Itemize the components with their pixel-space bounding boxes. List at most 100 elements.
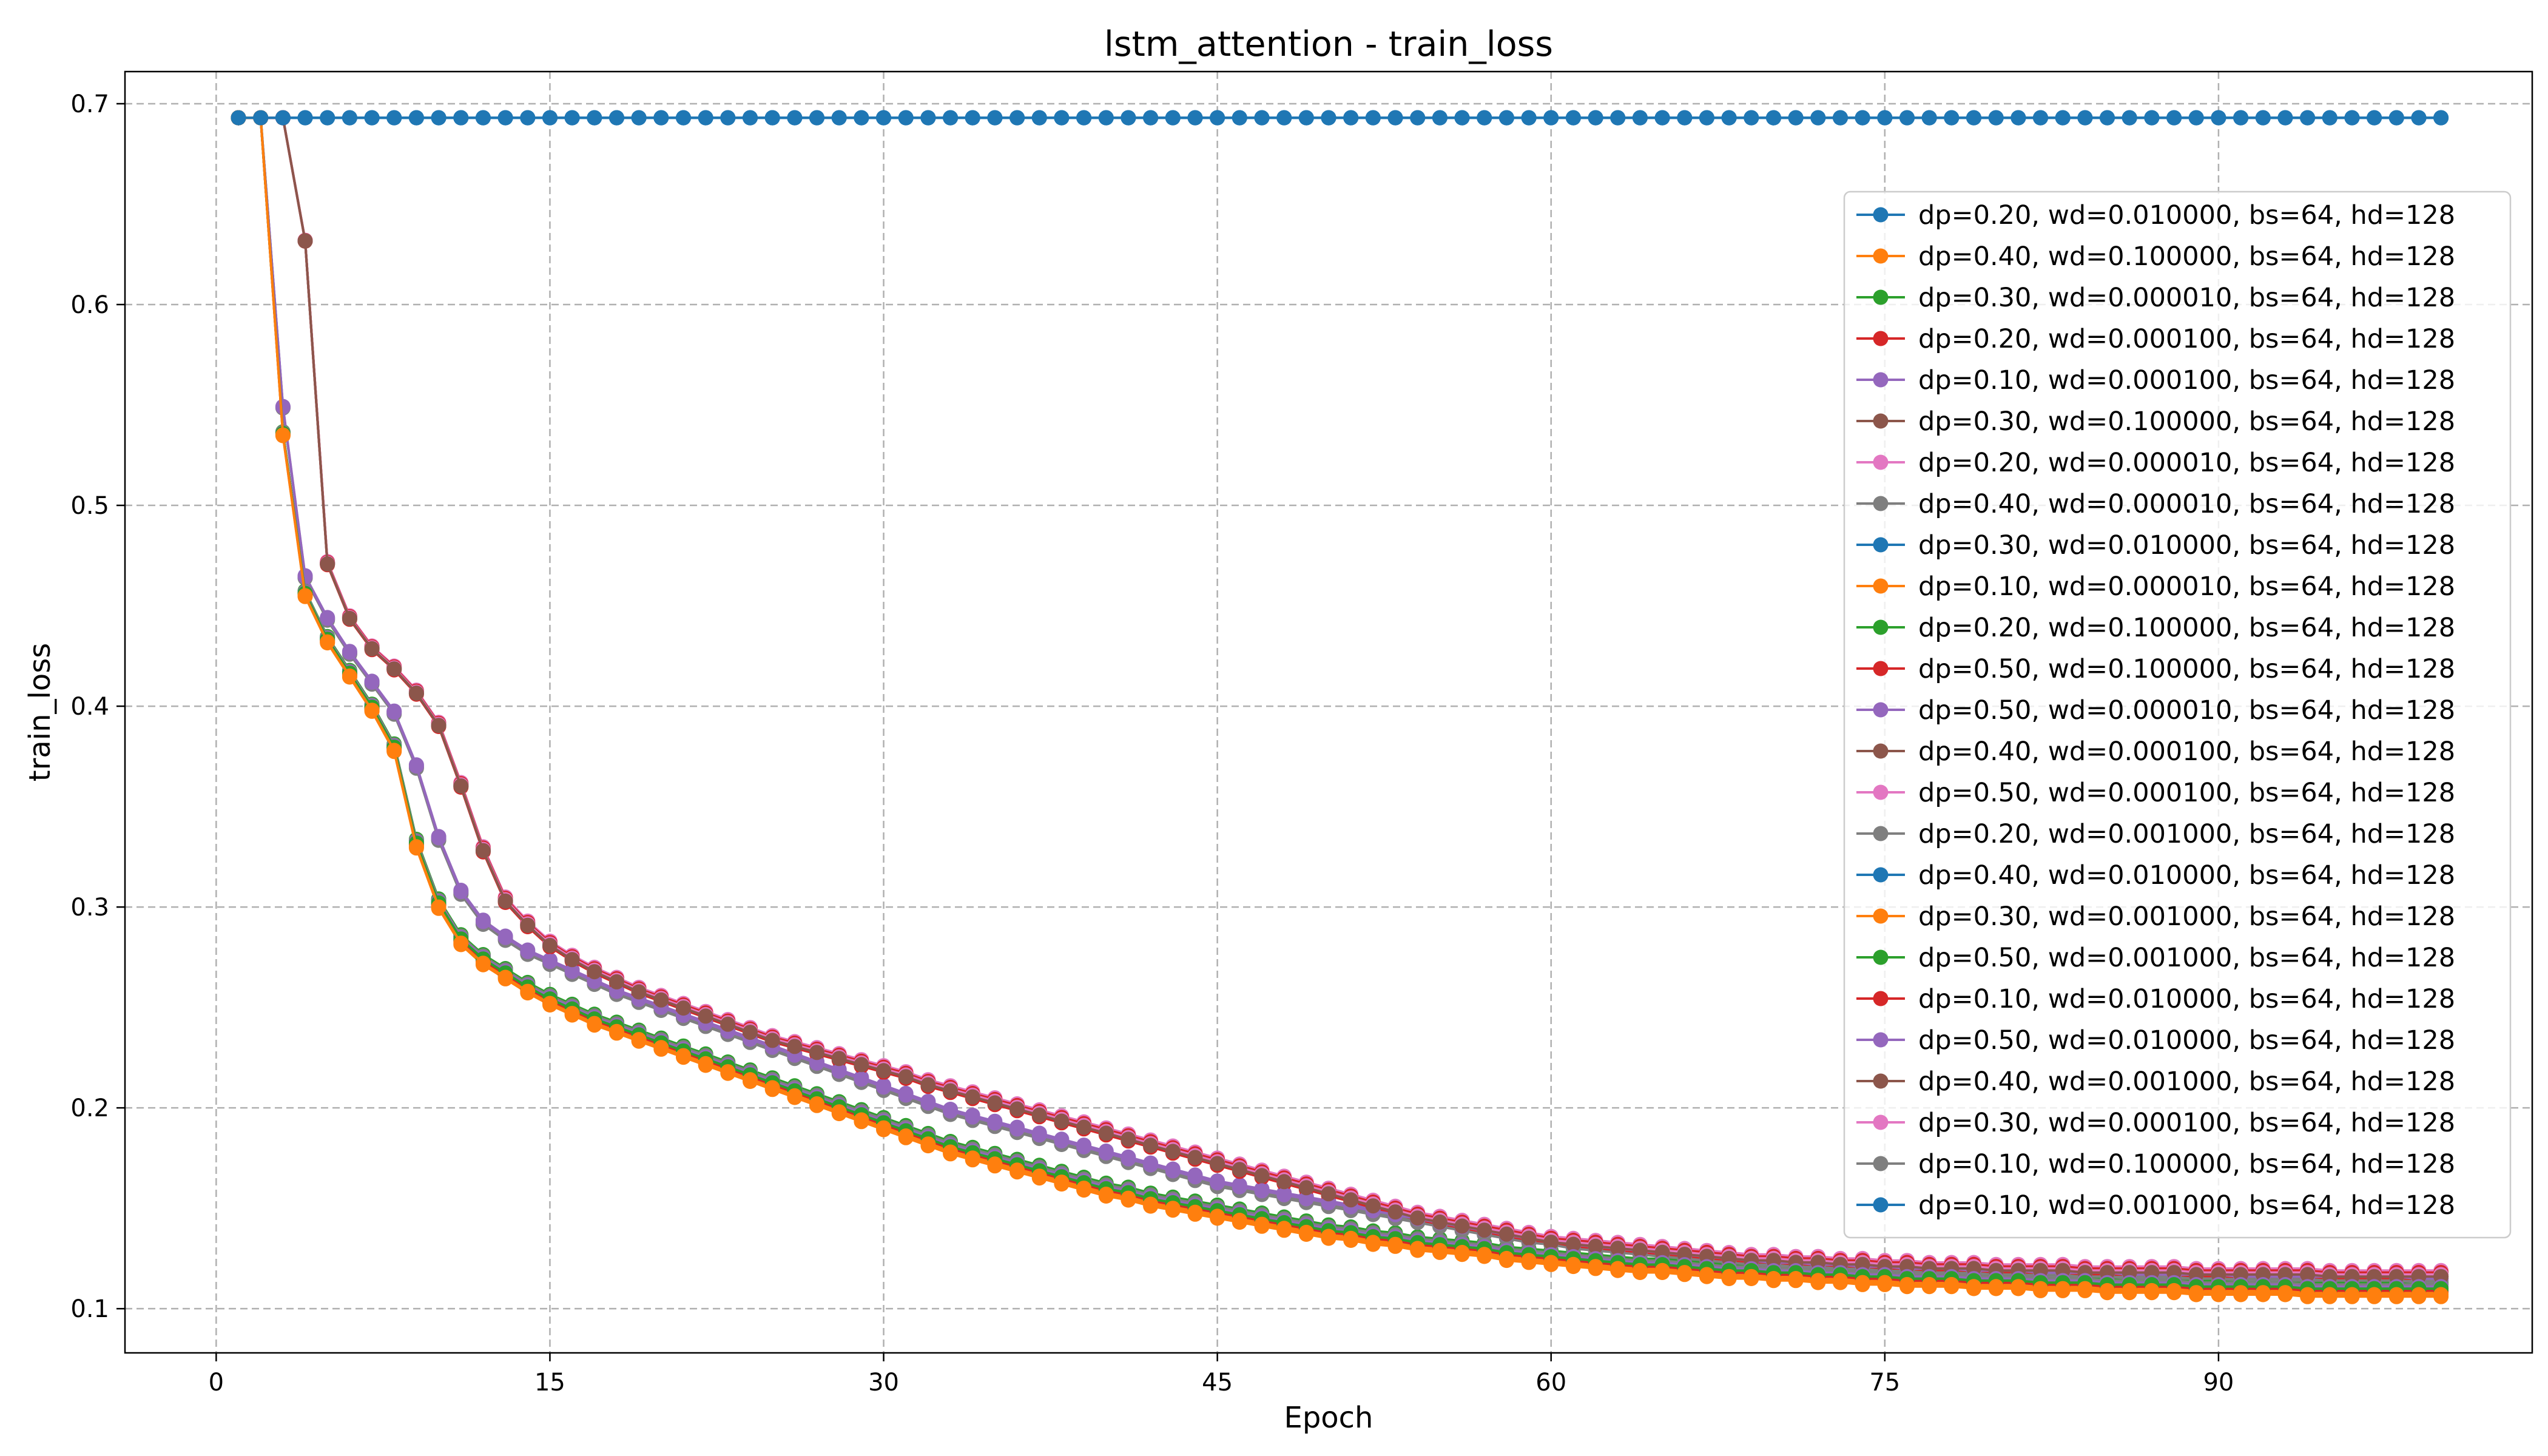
data-point — [1187, 1204, 1203, 1220]
data-point — [1521, 110, 1537, 126]
legend-marker — [1873, 537, 1889, 553]
legend-item: dp=0.50, wd=0.000100, bs=64, hd=128 — [1856, 778, 2455, 808]
data-point — [542, 996, 558, 1011]
data-point — [542, 110, 558, 126]
data-point — [1699, 110, 1714, 126]
data-point — [876, 1120, 891, 1136]
data-point — [1677, 110, 1693, 126]
data-point — [1966, 1279, 1981, 1295]
data-point — [1588, 1238, 1603, 1254]
data-point — [698, 1008, 713, 1024]
legend-marker — [1873, 207, 1889, 223]
data-point — [1521, 1230, 1537, 1246]
data-point — [1298, 1191, 1314, 1207]
x-tick-label: 60 — [1535, 1369, 1566, 1397]
legend-item: dp=0.40, wd=0.010000, bs=64, hd=128 — [1856, 860, 2455, 891]
data-point — [520, 943, 536, 959]
data-point — [2122, 1282, 2137, 1298]
data-point — [364, 675, 380, 690]
data-point — [1165, 1163, 1181, 1179]
data-point — [1588, 1259, 1603, 1275]
data-point — [1454, 1245, 1470, 1260]
legend-label: dp=0.40, wd=0.010000, bs=64, hd=128 — [1918, 860, 2455, 891]
x-tick-label: 75 — [1869, 1369, 1900, 1397]
data-point — [1410, 1210, 1426, 1226]
data-point — [743, 1072, 758, 1088]
data-point — [1143, 1157, 1159, 1173]
data-point — [1210, 1175, 1225, 1191]
data-point — [1031, 1127, 1047, 1143]
data-point — [408, 686, 424, 701]
legend-label: dp=0.50, wd=0.000010, bs=64, hd=128 — [1918, 695, 2455, 726]
data-point — [1298, 1180, 1314, 1196]
data-point — [987, 1095, 1003, 1111]
data-point — [1009, 1121, 1025, 1137]
legend-marker — [1873, 1156, 1889, 1171]
data-point — [1298, 110, 1314, 126]
legend-label: dp=0.30, wd=0.100000, bs=64, hd=128 — [1918, 406, 2455, 437]
data-point — [453, 884, 469, 900]
data-point — [386, 743, 402, 758]
legend-marker — [1873, 454, 1889, 470]
data-point — [297, 588, 313, 604]
legend-marker — [1873, 1073, 1889, 1089]
data-point — [1187, 110, 1203, 126]
data-point — [1921, 110, 1937, 126]
data-point — [297, 568, 313, 584]
legend-label: dp=0.50, wd=0.001000, bs=64, hd=128 — [1918, 943, 2455, 973]
data-point — [2233, 110, 2249, 126]
y-axis-label: train_loss — [23, 643, 57, 781]
legend-marker — [1873, 1197, 1889, 1213]
data-point — [2122, 110, 2137, 126]
data-point — [1677, 1265, 1693, 1281]
data-point — [1988, 1279, 2004, 1295]
legend-item: dp=0.20, wd=0.000100, bs=64, hd=128 — [1856, 324, 2455, 354]
legend-marker — [1873, 372, 1889, 388]
data-point — [609, 1023, 624, 1039]
data-point — [1343, 1192, 1359, 1208]
legend-marker — [1873, 991, 1889, 1006]
data-point — [2211, 1285, 2226, 1301]
data-point — [1565, 110, 1581, 126]
data-point — [631, 110, 647, 126]
legend-item: dp=0.20, wd=0.000010, bs=64, hd=128 — [1856, 448, 2455, 478]
data-point — [320, 634, 335, 650]
data-point — [564, 110, 580, 126]
data-point — [743, 1025, 758, 1040]
data-point — [2055, 110, 2071, 126]
legend-item: dp=0.10, wd=0.000010, bs=64, hd=128 — [1856, 571, 2455, 602]
data-point — [1009, 1101, 1025, 1117]
data-point — [1009, 110, 1025, 126]
data-point — [1565, 1236, 1581, 1252]
data-point — [1855, 110, 1870, 126]
data-point — [497, 110, 513, 126]
data-point — [943, 1083, 959, 1099]
data-point — [1588, 110, 1603, 126]
data-point — [2411, 110, 2427, 126]
legend-marker — [1873, 784, 1889, 800]
data-point — [1076, 110, 1092, 126]
data-point — [1165, 1144, 1181, 1159]
data-point — [1810, 1273, 1826, 1289]
data-point — [475, 843, 491, 858]
data-point — [1365, 1198, 1381, 1214]
data-point — [342, 610, 357, 626]
data-point — [631, 984, 647, 1000]
data-point — [520, 983, 536, 999]
data-point — [1477, 1247, 1492, 1262]
y-tick-label: 0.2 — [70, 1094, 109, 1122]
data-point — [2100, 1282, 2115, 1298]
y-tick-label: 0.3 — [70, 894, 109, 922]
data-point — [2344, 110, 2360, 126]
series-line — [238, 116, 2441, 1294]
data-point — [1054, 1133, 1070, 1149]
data-point — [1543, 1235, 1559, 1250]
legend-item: dp=0.40, wd=0.000100, bs=64, hd=128 — [1856, 736, 2455, 767]
data-point — [1788, 1271, 1804, 1286]
data-point — [1210, 1156, 1225, 1171]
legend-item: dp=0.10, wd=0.010000, bs=64, hd=128 — [1856, 984, 2455, 1014]
data-point — [876, 1079, 891, 1095]
data-point — [1454, 1218, 1470, 1234]
legend-label: dp=0.40, wd=0.000010, bs=64, hd=128 — [1918, 489, 2455, 519]
data-point — [1744, 110, 1759, 126]
